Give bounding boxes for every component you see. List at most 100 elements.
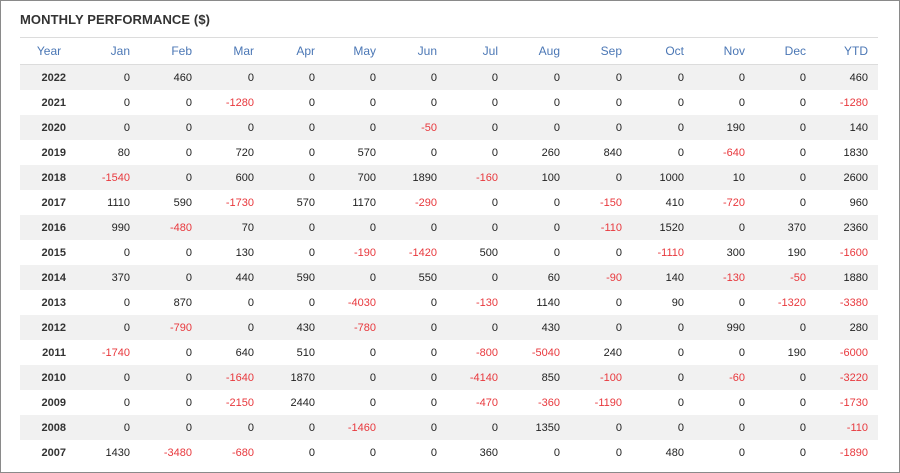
sep-value-cell: -1190 [570,390,632,415]
sep-value-cell: 0 [570,415,632,440]
may-value-cell: 0 [325,390,386,415]
apr-value-cell: 0 [264,64,325,90]
nov-value-cell: 10 [694,165,755,190]
apr-value-cell: 0 [264,215,325,240]
monthly-performance-table: Year Jan Feb Mar Apr May Jun Jul Aug Sep Oct Nov Dec… [20,37,878,465]
may-value-cell: -190 [325,240,386,265]
mar-value-cell: -1730 [202,190,264,215]
feb-value-cell: 0 [140,415,202,440]
aug-value-cell: -360 [508,390,570,415]
year-cell: 2013 [20,290,78,315]
feb-value-cell: 870 [140,290,202,315]
apr-value-cell: 430 [264,315,325,340]
oct-value-cell: 480 [632,440,694,465]
jun-value-cell: 0 [386,365,447,390]
mar-value-cell: -1640 [202,365,264,390]
apr-value-cell: 0 [264,115,325,140]
may-value-cell: -1460 [325,415,386,440]
jul-value-cell: 500 [447,240,508,265]
ytd-value-cell: 460 [816,64,878,90]
jul-value-cell: 0 [447,215,508,240]
ytd-value-cell: 2360 [816,215,878,240]
jun-value-cell: 0 [386,415,447,440]
mar-value-cell: 0 [202,290,264,315]
nov-value-cell: 0 [694,390,755,415]
dec-value-cell: 370 [755,215,816,240]
mar-value-cell: 0 [202,64,264,90]
nov-value-cell: 0 [694,290,755,315]
jan-value-cell: -1740 [78,340,140,365]
may-value-cell: -4030 [325,290,386,315]
dec-value-cell: 0 [755,165,816,190]
mar-value-cell: 640 [202,340,264,365]
may-value-cell: 0 [325,440,386,465]
year-cell: 2008 [20,415,78,440]
dec-value-cell: 0 [755,415,816,440]
oct-value-cell: 410 [632,190,694,215]
jul-value-cell: -800 [447,340,508,365]
column-header-year: Year [20,37,78,65]
jul-value-cell: -470 [447,390,508,415]
year-cell: 2017 [20,190,78,215]
table-header-row: Year Jan Feb Mar Apr May Jun Jul Aug Sep Oct Nov Dec… [20,37,878,65]
ytd-value-cell: -3220 [816,365,878,390]
oct-value-cell: 0 [632,390,694,415]
column-header-jan: Jan [78,37,140,65]
dec-value-cell: 0 [755,190,816,215]
ytd-value-cell: 2600 [816,165,878,190]
ytd-value-cell: -1890 [816,440,878,465]
dec-value-cell: 190 [755,340,816,365]
table-body: 2022 0 460 0 0 0 0 0 0 0 0 0 0 460 2021 0 0 -1280 0 0 0 0 0 0 0 0… [20,64,878,465]
jul-value-cell: 0 [447,415,508,440]
apr-value-cell: 0 [264,140,325,165]
jan-value-cell: 0 [78,64,140,90]
jun-value-cell: 0 [386,140,447,165]
table-row: 2017 1110 590 -1730 570 1170 -290 0 0 -150 410 -720… [20,190,878,215]
sep-value-cell: 840 [570,140,632,165]
column-header-oct: Oct [632,37,694,65]
oct-value-cell: 0 [632,340,694,365]
aug-value-cell: 0 [508,190,570,215]
nov-value-cell: 0 [694,64,755,90]
jul-value-cell: -160 [447,165,508,190]
jun-value-cell: 0 [386,290,447,315]
may-value-cell: 0 [325,265,386,290]
feb-value-cell: 0 [140,365,202,390]
jan-value-cell: -1540 [78,165,140,190]
sep-value-cell: -90 [570,265,632,290]
aug-value-cell: 260 [508,140,570,165]
feb-value-cell: -480 [140,215,202,240]
dec-value-cell: 0 [755,64,816,90]
oct-value-cell: -1110 [632,240,694,265]
mar-value-cell: 0 [202,415,264,440]
apr-value-cell: 0 [264,240,325,265]
apr-value-cell: 0 [264,290,325,315]
jan-value-cell: 990 [78,215,140,240]
feb-value-cell: 460 [140,64,202,90]
mar-value-cell: 0 [202,315,264,340]
sep-value-cell: 0 [570,290,632,315]
year-cell: 2012 [20,315,78,340]
table-row: 2020 0 0 0 0 0 -50 0 0 0 0 190 0 140 [20,115,878,140]
jun-value-cell: 0 [386,340,447,365]
aug-value-cell: 100 [508,165,570,190]
oct-value-cell: 0 [632,140,694,165]
jul-value-cell: 0 [447,90,508,115]
feb-value-cell: 0 [140,390,202,415]
apr-value-cell: 1870 [264,365,325,390]
table-row: 2010 0 0 -1640 1870 0 0 -4140 850 -100 0 -60 0 -3220 [20,365,878,390]
mar-value-cell: 70 [202,215,264,240]
jun-value-cell: 0 [386,315,447,340]
dec-value-cell: 190 [755,240,816,265]
oct-value-cell: 1520 [632,215,694,240]
jul-value-cell: 0 [447,190,508,215]
year-cell: 2009 [20,390,78,415]
nov-value-cell: 0 [694,415,755,440]
may-value-cell: 570 [325,140,386,165]
jul-value-cell: 0 [447,140,508,165]
may-value-cell: 0 [325,115,386,140]
year-cell: 2010 [20,365,78,390]
nov-value-cell: 0 [694,90,755,115]
jan-value-cell: 0 [78,390,140,415]
oct-value-cell: 0 [632,90,694,115]
